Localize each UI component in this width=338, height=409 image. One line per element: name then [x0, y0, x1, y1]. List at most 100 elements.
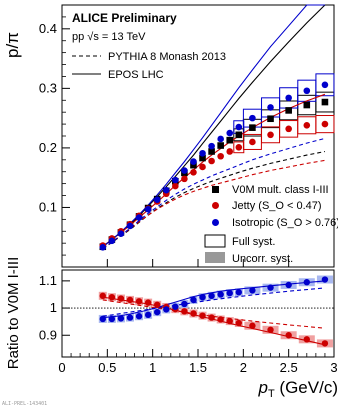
x-axis-label: pT (GeV/c) — [258, 378, 338, 400]
data-point-isotropic — [126, 222, 134, 230]
ratio-point-isotropic — [108, 315, 116, 323]
data-point-isotropic — [199, 149, 206, 157]
data-point-isotropic — [321, 81, 329, 89]
data-point-jetty — [190, 169, 197, 176]
ratio-point-jetty — [99, 292, 107, 300]
ratio-point-isotropic — [172, 303, 179, 310]
full-syst-box — [315, 91, 335, 113]
data-point-isotropic — [172, 176, 179, 184]
x-tick-label: 1.5 — [189, 360, 207, 375]
legend-v0m-label: V0M mult. class I-III — [232, 184, 329, 196]
full-syst-box — [315, 73, 335, 97]
ratio-point-isotropic — [208, 292, 215, 300]
data-point-isotropic — [190, 158, 197, 165]
bottom-y-tick-label: 1 — [50, 300, 57, 315]
top-data-points — [99, 81, 329, 251]
ratio-point-jetty — [249, 322, 256, 329]
ratio-point-isotropic — [267, 284, 274, 291]
ratio-point-jetty — [208, 314, 215, 321]
ratio-point-isotropic — [235, 289, 242, 296]
data-point-jetty — [217, 152, 224, 160]
data-point-v0m — [190, 161, 197, 169]
data-point-v0m — [267, 115, 274, 123]
ratio-point-jetty — [154, 301, 161, 308]
legend-jetty-label: Jetty (S_O < 0.47) — [232, 200, 322, 212]
bottom-data-points — [99, 276, 329, 347]
data-point-jetty — [235, 144, 243, 151]
data-point-isotropic — [181, 167, 188, 174]
ratio-point-jetty — [217, 316, 224, 323]
bottom-y-axis-label: Ratio to V0M I-III — [5, 257, 22, 370]
x-tick-label: 3 — [330, 360, 337, 375]
data-point-v0m — [199, 154, 206, 162]
x-tick-label: 0 — [58, 360, 65, 375]
data-point-jetty — [249, 138, 256, 146]
legend-isotropic-label: Isotropic (S_O > 0.76) — [232, 217, 338, 229]
ratio-point-jetty — [135, 298, 143, 305]
legend-full-syst-label: Full syst. — [232, 236, 275, 248]
data-point-isotropic — [117, 230, 125, 237]
ratio-point-isotropic — [117, 315, 125, 322]
ratio-point-jetty — [226, 317, 233, 325]
x-tick-label: 0.5 — [98, 360, 116, 375]
top-y-tick-label: 0.4 — [39, 21, 57, 36]
data-point-v0m — [226, 136, 234, 144]
ratio-point-isotropic — [249, 287, 256, 294]
ratio-point-isotropic — [126, 314, 134, 321]
top-y-ticks: 0.1 0.2 0.3 0.4 — [39, 16, 70, 256]
data-point-isotropic — [162, 186, 170, 194]
ratio-point-isotropic — [135, 313, 143, 320]
ratio-point-jetty — [108, 293, 116, 301]
top-x-ticks — [61, 259, 335, 267]
bottom-panel: 0.9 1 1.1 0 0.5 1 1.5 2 2.5 3 Ratio to V0M I-III… — [5, 257, 338, 400]
legend-uncorr-syst-label: Uncorr. syst. — [232, 253, 293, 265]
top-y-tick-label: 0.2 — [39, 140, 57, 155]
ratio-point-isotropic — [199, 293, 206, 301]
ratio-point-isotropic — [321, 276, 329, 283]
data-point-v0m — [208, 148, 215, 155]
data-point-v0m — [303, 101, 311, 109]
bottom-y-tick-label: 0.9 — [39, 327, 57, 342]
ratio-point-isotropic — [217, 291, 224, 298]
bottom-y-ticks: 0.9 1 1.1 — [39, 273, 70, 342]
data-point-jetty — [181, 175, 188, 183]
data-point-v0m — [249, 124, 256, 131]
data-point-isotropic — [99, 244, 107, 251]
data-point-v0m — [217, 142, 224, 149]
bottom-x-ticks: 0 0.5 1 1.5 2 2.5 3 — [58, 349, 338, 375]
data-point-jetty — [172, 182, 179, 190]
data-point-jetty — [321, 120, 329, 128]
ratio-epos-curve — [102, 280, 325, 319]
data-point-v0m — [285, 107, 292, 114]
x-tick-label: 2 — [240, 360, 247, 375]
x-tick-label: 2.5 — [280, 360, 298, 375]
ratio-point-jetty — [303, 336, 310, 343]
x-tick-label: 1 — [149, 360, 156, 375]
system-label: pp √s = 13 TeV — [72, 31, 146, 43]
data-point-isotropic — [208, 142, 215, 150]
legend-epos-label: EPOS LHC — [108, 69, 164, 81]
data-point-jetty — [303, 121, 311, 129]
legend-isotropic-marker — [212, 219, 219, 226]
top-y-tick-label: 0.3 — [39, 80, 57, 95]
ratio-point-isotropic — [144, 311, 152, 319]
ratio-point-isotropic — [226, 289, 233, 297]
top-panel: 0.1 0.2 0.3 0.4 p/π ALICE Preliminary pp √s… — [3, 4, 338, 268]
data-point-v0m — [321, 98, 329, 106]
data-point-isotropic — [303, 87, 311, 95]
figure-id-footer: ALI-PREL-143401 — [2, 401, 47, 407]
data-point-isotropic — [153, 196, 161, 204]
ratio-point-jetty — [267, 326, 274, 334]
data-point-isotropic — [267, 104, 274, 111]
data-point-jetty — [267, 131, 274, 139]
top-y-axis-label: p/π — [3, 32, 22, 58]
ratio-point-jetty — [235, 319, 242, 327]
bottom-y-tick-label: 1.1 — [39, 273, 57, 288]
data-point-isotropic — [108, 237, 116, 245]
top-y-tick-label: 0.1 — [39, 199, 57, 214]
ratio-point-jetty — [117, 295, 125, 302]
ratio-point-isotropic — [154, 308, 161, 316]
ratio-point-jetty — [321, 340, 329, 347]
data-point-isotropic — [135, 214, 143, 221]
ratio-point-jetty — [285, 332, 292, 339]
